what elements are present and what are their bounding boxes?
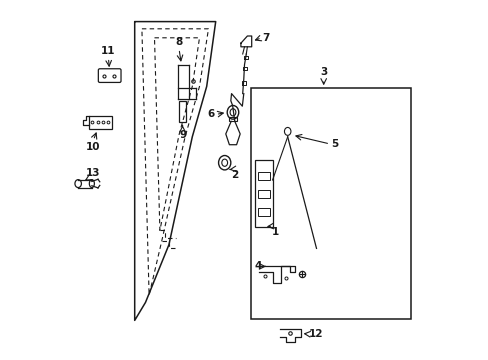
Bar — [257, 172, 269, 180]
Text: 8: 8 — [175, 37, 182, 47]
Bar — [228, 117, 237, 121]
Text: 9: 9 — [179, 130, 186, 140]
Bar — [89, 116, 112, 129]
Text: 6: 6 — [207, 109, 215, 120]
Text: 10: 10 — [86, 142, 101, 152]
Text: 1: 1 — [271, 227, 278, 237]
Bar — [257, 208, 269, 216]
Text: 4: 4 — [254, 261, 261, 271]
Text: 2: 2 — [230, 170, 238, 180]
Bar — [255, 160, 272, 227]
Text: 11: 11 — [101, 46, 116, 56]
Bar — [257, 190, 269, 198]
Bar — [250, 88, 410, 319]
Text: 7: 7 — [261, 33, 268, 43]
Bar — [179, 101, 186, 122]
Text: 3: 3 — [320, 67, 326, 77]
Text: 13: 13 — [86, 168, 101, 178]
Text: 5: 5 — [330, 139, 338, 149]
Text: 12: 12 — [309, 329, 323, 339]
